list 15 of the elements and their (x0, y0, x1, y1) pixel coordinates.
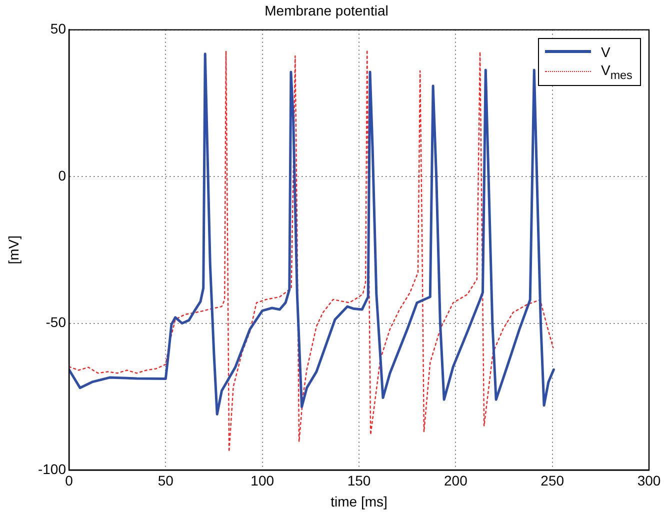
x-tick-label: 100 (250, 472, 274, 488)
x-tick-label: 150 (347, 472, 371, 488)
y-tick-label: 50 (50, 20, 66, 37)
legend-label: V$_{mes}$ (601, 62, 632, 82)
x-tick-label: 200 (444, 472, 468, 488)
y-axis-title: [mV] (5, 236, 22, 264)
x-axis-title: time [ms] (330, 493, 388, 510)
x-tick-label: 300 (637, 472, 661, 488)
y-tick-label: 0 (58, 167, 66, 184)
y-tick-label: -100 (38, 460, 66, 477)
chart-title: Membrane potential (264, 2, 388, 18)
y-tick-label: -50 (46, 314, 66, 330)
legend-label: V (601, 44, 610, 60)
x-tick-label: 250 (540, 472, 564, 488)
x-tick-label: 50 (158, 472, 174, 488)
